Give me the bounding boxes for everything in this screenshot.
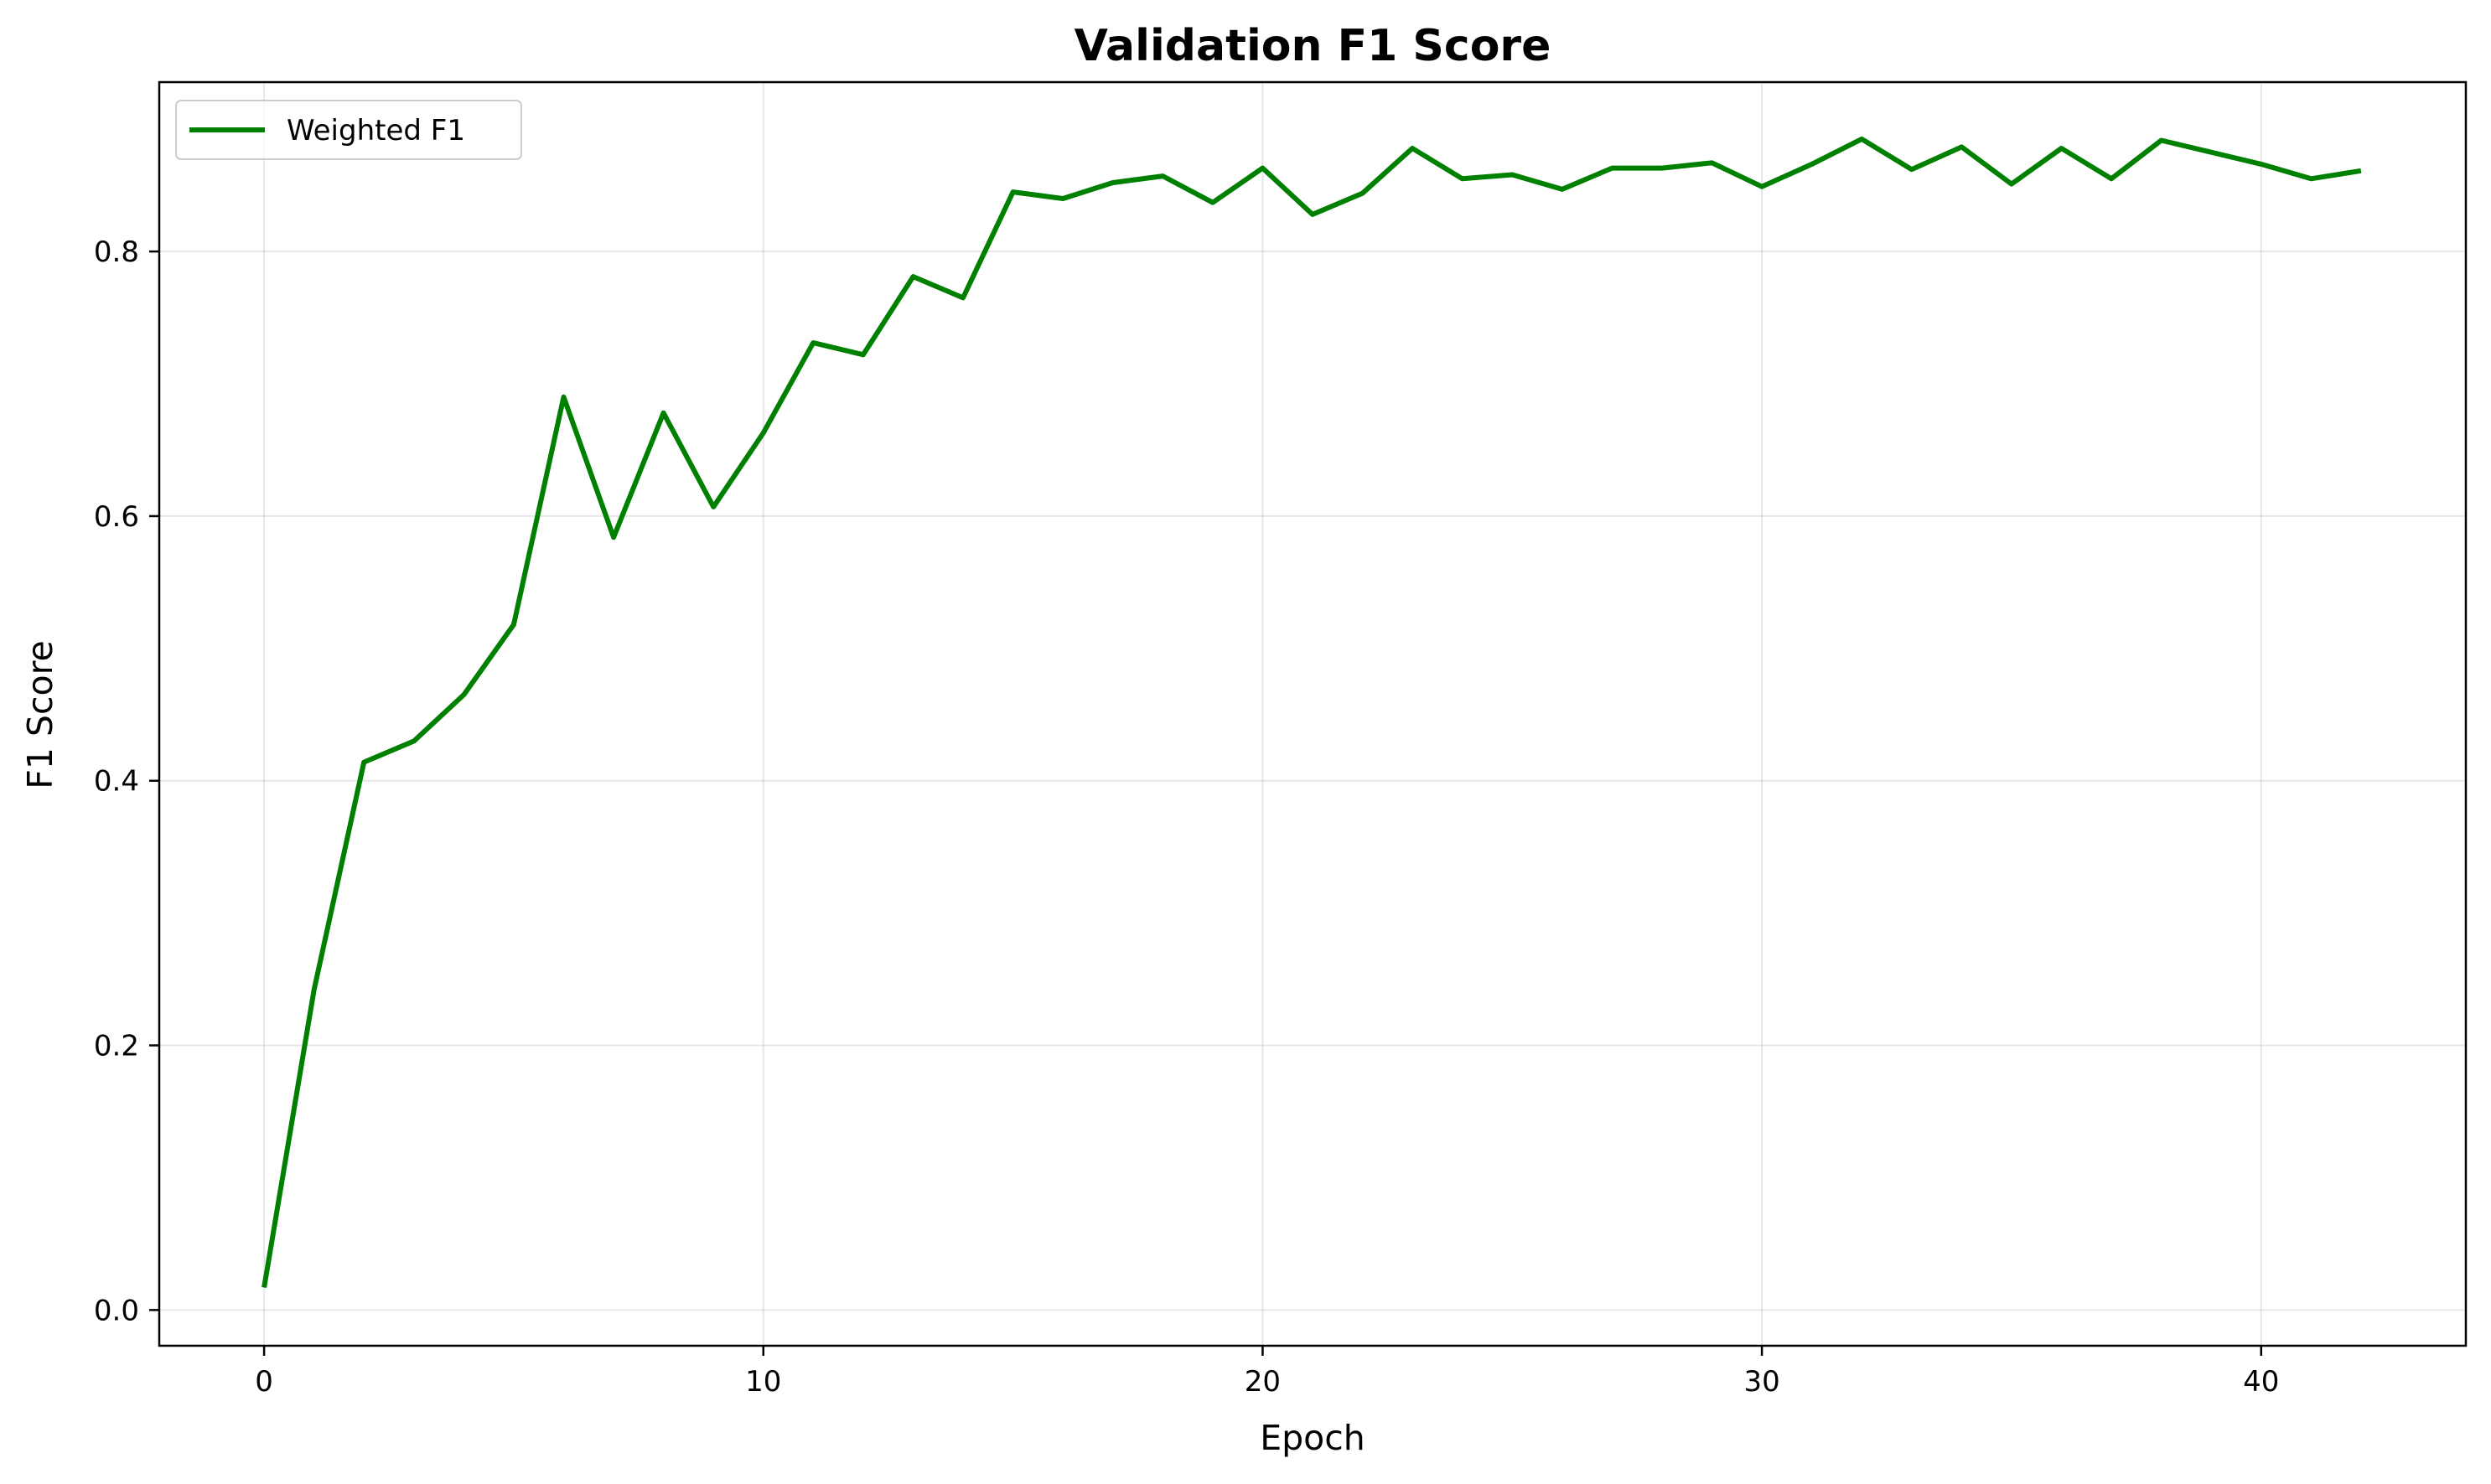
y-axis-label: F1 Score bbox=[20, 640, 60, 789]
series-layer bbox=[262, 136, 2364, 1290]
x-tick-label: 30 bbox=[1743, 1365, 1779, 1399]
chart-title: Validation F1 Score bbox=[1075, 21, 1551, 71]
y-tick-label: 0.0 bbox=[94, 1294, 139, 1327]
data-point bbox=[511, 622, 516, 627]
data-point bbox=[861, 352, 866, 357]
x-tick-label: 20 bbox=[1245, 1365, 1281, 1399]
data-point bbox=[1160, 173, 1165, 178]
data-point bbox=[611, 535, 616, 540]
legend-box bbox=[175, 100, 522, 160]
data-point bbox=[1560, 187, 1565, 192]
data-point bbox=[1060, 196, 1065, 201]
data-point bbox=[2109, 176, 2114, 181]
x-axis-label: Epoch bbox=[1260, 1418, 1365, 1458]
data-point bbox=[1210, 200, 1215, 205]
data-point bbox=[312, 987, 317, 992]
grid-lines bbox=[159, 82, 2466, 1346]
y-tick-label: 0.4 bbox=[94, 765, 139, 799]
data-point bbox=[1360, 191, 1365, 196]
data-point bbox=[461, 692, 466, 697]
data-point bbox=[1011, 189, 1016, 194]
y-axis-ticks: 0.0 0.2 0.4 0.6 0.8 bbox=[94, 235, 159, 1327]
data-point bbox=[761, 431, 766, 436]
data-point bbox=[661, 411, 666, 416]
data-point bbox=[1410, 146, 1415, 151]
y-tick-label: 0.6 bbox=[94, 500, 139, 534]
series-line-weighted-f1 bbox=[262, 136, 2362, 1288]
data-point bbox=[361, 760, 366, 765]
data-point bbox=[911, 274, 916, 279]
data-point bbox=[1460, 176, 1465, 181]
data-point bbox=[1260, 166, 1265, 171]
data-point bbox=[2059, 146, 2064, 151]
data-point bbox=[711, 504, 716, 509]
data-point bbox=[562, 395, 567, 400]
data-point bbox=[2009, 182, 2014, 187]
plot-frame bbox=[158, 80, 2468, 1347]
legend-label: Weighted F1 bbox=[287, 114, 465, 147]
data-point bbox=[1609, 166, 1614, 171]
y-tick-label: 0.8 bbox=[94, 235, 139, 269]
data-point bbox=[1859, 137, 1864, 142]
data-point bbox=[961, 295, 966, 300]
data-point bbox=[262, 1285, 267, 1290]
data-point bbox=[1111, 180, 1116, 185]
x-tick-label: 40 bbox=[2243, 1365, 2279, 1399]
data-point bbox=[1660, 166, 1665, 171]
data-point bbox=[2209, 150, 2214, 155]
x-tick-label: 0 bbox=[255, 1365, 273, 1399]
y-tick-label: 0.2 bbox=[94, 1030, 139, 1063]
data-point bbox=[2308, 176, 2313, 181]
data-point bbox=[1710, 160, 1715, 165]
data-point bbox=[1759, 184, 1764, 189]
data-point bbox=[1959, 144, 1964, 149]
data-point bbox=[1909, 167, 1914, 172]
data-point bbox=[2359, 168, 2364, 173]
data-point bbox=[2259, 162, 2264, 167]
data-point bbox=[810, 340, 816, 345]
data-point bbox=[412, 738, 417, 743]
x-axis-ticks: 0 10 20 30 40 bbox=[255, 1346, 2279, 1399]
data-point bbox=[1810, 162, 1815, 167]
data-point bbox=[1510, 173, 1515, 178]
legend: Weighted F1 bbox=[175, 100, 522, 160]
x-tick-label: 10 bbox=[745, 1365, 781, 1399]
data-point bbox=[2159, 138, 2164, 143]
data-point bbox=[1310, 212, 1315, 217]
